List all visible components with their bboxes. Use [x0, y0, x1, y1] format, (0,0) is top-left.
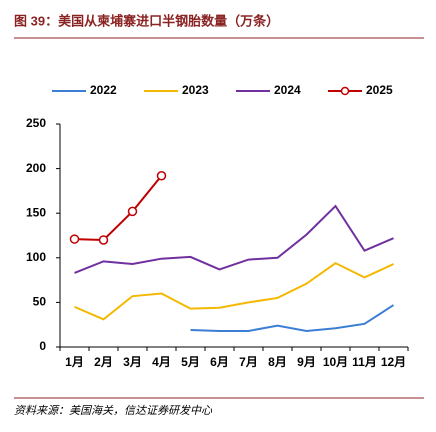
y-tick-label: 150: [26, 205, 46, 219]
series-line: [74, 261, 394, 321]
x-tick-label: 8月: [268, 355, 287, 369]
point: [69, 234, 80, 244]
x-tick-label: 12月: [381, 355, 406, 369]
chart-title: 图 39：美国从柬埔寨进口半钢胎数量（万条）: [14, 13, 279, 28]
y-tick-label: 250: [26, 116, 46, 130]
point: [98, 235, 109, 245]
x-tick-label: 10月: [323, 355, 348, 369]
y-tick-label: 0: [39, 339, 46, 353]
legend-label: 2023: [182, 83, 209, 97]
legend-label: 2022: [90, 83, 117, 97]
series-line: [74, 175, 163, 241]
x-tick-label: 1月: [65, 355, 84, 369]
x-tick-label: 3月: [123, 355, 142, 369]
x-tick-label: 11月: [352, 355, 377, 369]
y-tick-label: 50: [33, 295, 47, 309]
series-line: [74, 204, 394, 274]
point: [127, 206, 138, 217]
x-tick-label: 9月: [297, 355, 316, 369]
legend-label: 2024: [274, 83, 301, 97]
x-tick-label: 5月: [181, 355, 200, 369]
point: [156, 170, 167, 181]
x-tick-label: 4月: [152, 355, 171, 369]
legend-label: 2025: [366, 83, 393, 97]
series-line: [190, 304, 395, 332]
x-tick-label: 2月: [94, 355, 113, 369]
source: 资料来源：美国海关，信达证券研发中心: [14, 404, 213, 417]
x-tick-label: 6月: [210, 355, 229, 369]
legend-marker: [340, 86, 350, 96]
y-tick-label: 100: [26, 250, 46, 264]
y-tick-label: 200: [26, 161, 46, 175]
x-tick-label: 7月: [239, 355, 258, 369]
